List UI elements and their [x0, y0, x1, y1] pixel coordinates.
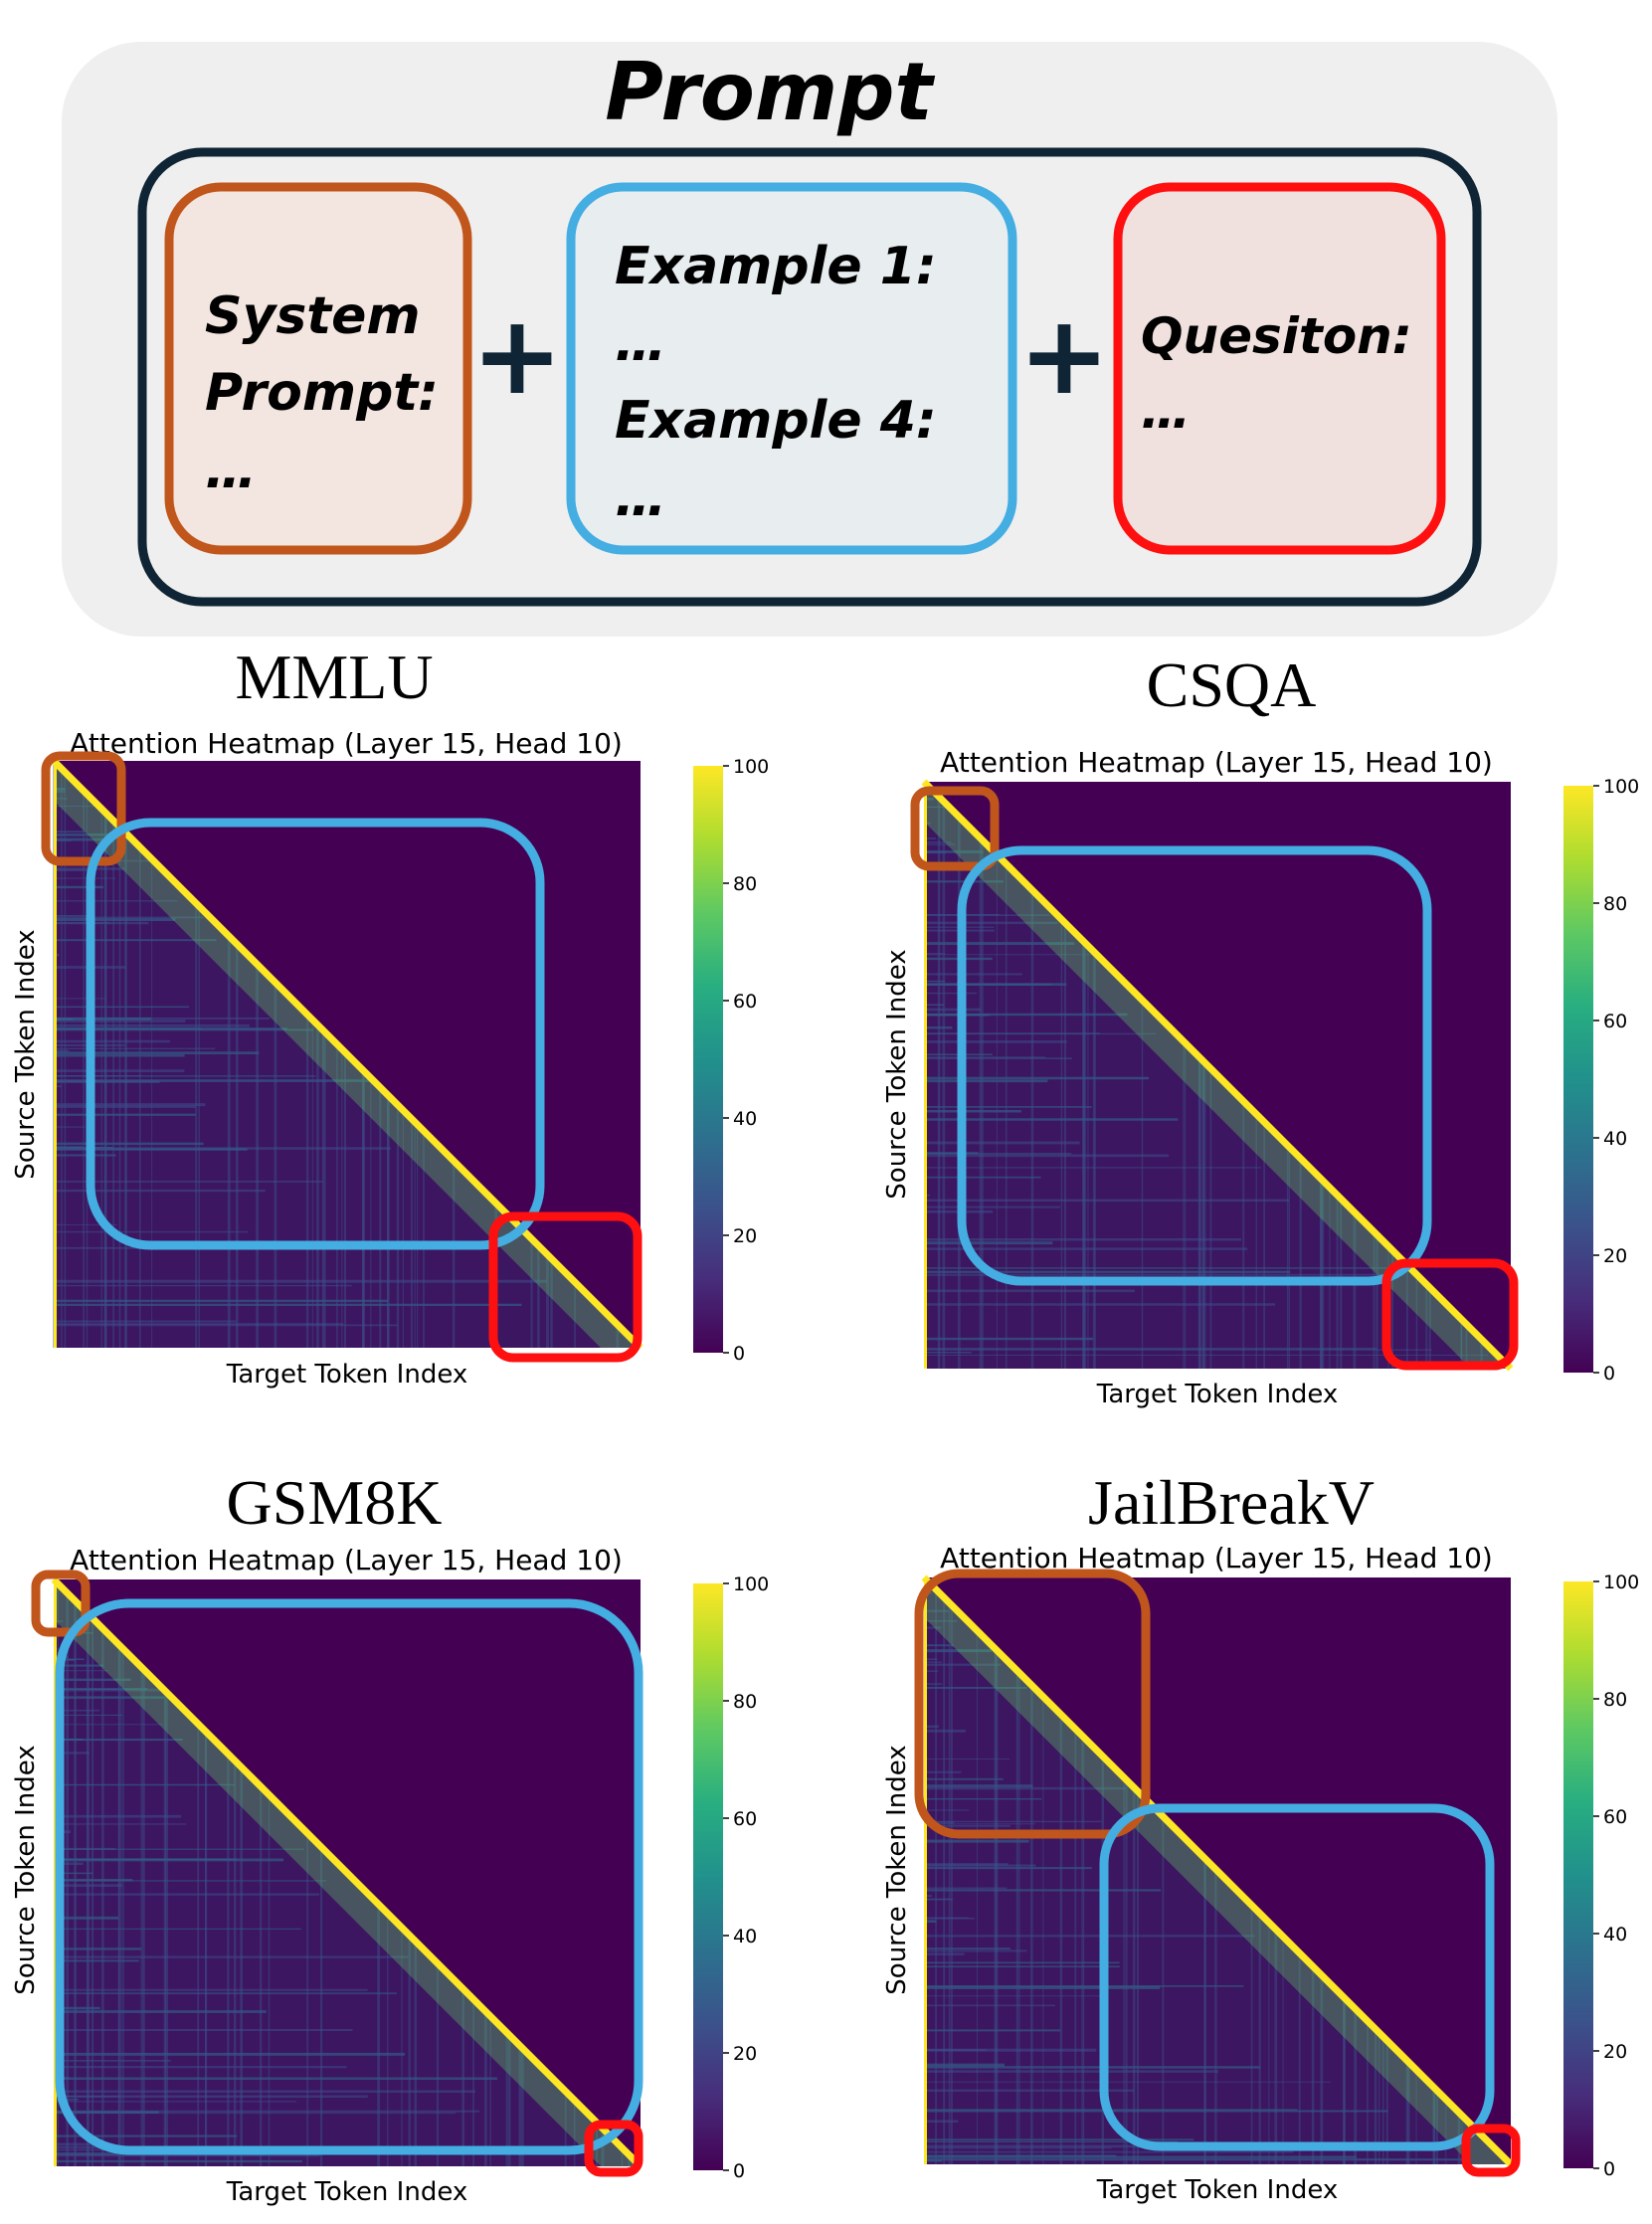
heatmap-panel-gsm8k: GSM8K Attention Heatmap (Layer 15, Head … [11, 1467, 769, 2207]
examples-line-1: Example 1: [615, 237, 937, 296]
system-line-3: … [205, 441, 257, 500]
colorbar-tick-label: 20 [1603, 2041, 1627, 2063]
system-line-2: Prompt: [205, 363, 439, 423]
examples-region [55, 1598, 643, 2155]
diagonal-line [51, 758, 643, 1351]
colorbar: 0 20 40 60 80 100 [693, 1574, 769, 2182]
heatmap-matrix [921, 1575, 1514, 2167]
dataset-label: GSM8K [227, 1467, 443, 1538]
colorbar-tick-label: 40 [733, 1926, 757, 1947]
colorbar: 0 20 40 60 80 100 [1563, 1572, 1639, 2180]
heatmap-matrix [51, 758, 643, 1351]
x-axis-label: Target Token Index [1096, 2175, 1339, 2205]
system-line-1: System [205, 286, 421, 346]
colorbar-tick-label: 80 [733, 1691, 757, 1713]
prompt-title: Prompt [605, 46, 935, 138]
examples-box: Example 1: … Example 4: … [566, 182, 1017, 555]
colorbar-tick-label: 100 [1603, 776, 1639, 798]
colorbar-tick-label: 20 [733, 1225, 757, 1247]
examples-region [86, 818, 545, 1250]
colorbar-tick-label: 0 [733, 1343, 745, 1365]
colorbar-tick-label: 100 [1603, 1572, 1639, 1593]
colorbar-tick-label: 80 [1603, 893, 1627, 915]
plus-sign-2: + [1018, 291, 1110, 419]
prompt-outer-frame [137, 147, 1482, 607]
colorbar: 0 20 40 60 80 100 [1563, 776, 1639, 1385]
diagonal-line [51, 1576, 643, 2169]
colorbar-tick-label: 60 [1603, 1806, 1627, 1828]
colorbar-tick-label: 100 [733, 756, 769, 778]
colorbar-tick-label: 0 [1603, 1363, 1615, 1385]
chart-title: Attention Heatmap (Layer 15, Head 10) [70, 1544, 623, 1576]
examples-region [957, 845, 1432, 1286]
plus-sign-1: + [471, 291, 563, 419]
colorbar-tick-label: 60 [733, 1808, 757, 1830]
heatmap-panel-mmlu: MMLU Attention Heatmap (Layer 15, Head 1… [11, 642, 769, 1390]
x-axis-label: Target Token Index [226, 1360, 468, 1390]
colorbar-tick-label: 0 [1603, 2158, 1615, 2180]
system-prompt-region [910, 786, 1000, 871]
question-line-2: … [1141, 382, 1191, 440]
chart-title: Attention Heatmap (Layer 15, Head 10) [70, 727, 623, 760]
y-axis-label: Source Token Index [11, 929, 41, 1179]
heatmap-panel-jailbreakv: JailBreakV Attention Heatmap (Layer 15, … [882, 1467, 1639, 2205]
colorbar-tick-label: 60 [1603, 1011, 1627, 1032]
x-axis-label: Target Token Index [226, 2177, 468, 2207]
chart-title: Attention Heatmap (Layer 15, Head 10) [940, 746, 1493, 779]
examples-region [1099, 1803, 1495, 2151]
system-prompt-region [41, 751, 126, 866]
colorbar-gradient [1563, 1581, 1593, 2168]
heatmap-matrix [51, 1576, 643, 2169]
dataset-label: CSQA [1147, 649, 1317, 720]
question-region [488, 1211, 642, 1363]
colorbar-tick-label: 80 [733, 873, 757, 895]
dataset-label: JailBreakV [1088, 1467, 1375, 1538]
colorbar-gradient [1563, 786, 1593, 1373]
dataset-label: MMLU [235, 642, 433, 712]
question-region [1381, 1258, 1519, 1371]
colorbar-tick-label: 60 [733, 991, 757, 1013]
diagonal-line [921, 779, 1514, 1372]
system-prompt-region [31, 1570, 91, 1637]
system-prompt-box: System Prompt: … [164, 182, 472, 555]
question-region [1461, 2124, 1521, 2177]
colorbar-tick-label: 80 [1603, 1689, 1627, 1711]
y-axis-label: Source Token Index [882, 1745, 912, 1994]
examples-line-2: … [615, 313, 666, 373]
y-axis-label: Source Token Index [882, 949, 912, 1199]
colorbar-tick-label: 0 [733, 2160, 745, 2182]
heatmap-panel-csqa: CSQA Attention Heatmap (Layer 15, Head 1… [882, 649, 1639, 1409]
colorbar-gradient [693, 766, 723, 1353]
colorbar-tick-label: 20 [1603, 1245, 1627, 1267]
diagonal-line [921, 1575, 1514, 2167]
question-region [584, 2120, 643, 2177]
colorbar-tick-label: 100 [733, 1574, 769, 1595]
colorbar-tick-label: 40 [733, 1108, 757, 1130]
system-prompt-region [914, 1569, 1151, 1839]
examples-line-4: … [615, 468, 666, 528]
prompt-diagram: Prompt System Prompt: … + Example 1: … E… [62, 42, 1558, 637]
colorbar: 0 20 40 60 80 100 [693, 756, 769, 1365]
colorbar-tick-label: 20 [733, 2043, 757, 2065]
x-axis-label: Target Token Index [1096, 1380, 1339, 1409]
question-box: Quesiton: … [1113, 182, 1446, 555]
y-axis-label: Source Token Index [11, 1745, 41, 1994]
question-line-1: Quesiton: [1141, 307, 1412, 365]
colorbar-gradient [693, 1583, 723, 2170]
colorbar-tick-label: 40 [1603, 1128, 1627, 1150]
examples-line-3: Example 4: [615, 391, 937, 451]
colorbar-tick-label: 40 [1603, 1924, 1627, 1946]
